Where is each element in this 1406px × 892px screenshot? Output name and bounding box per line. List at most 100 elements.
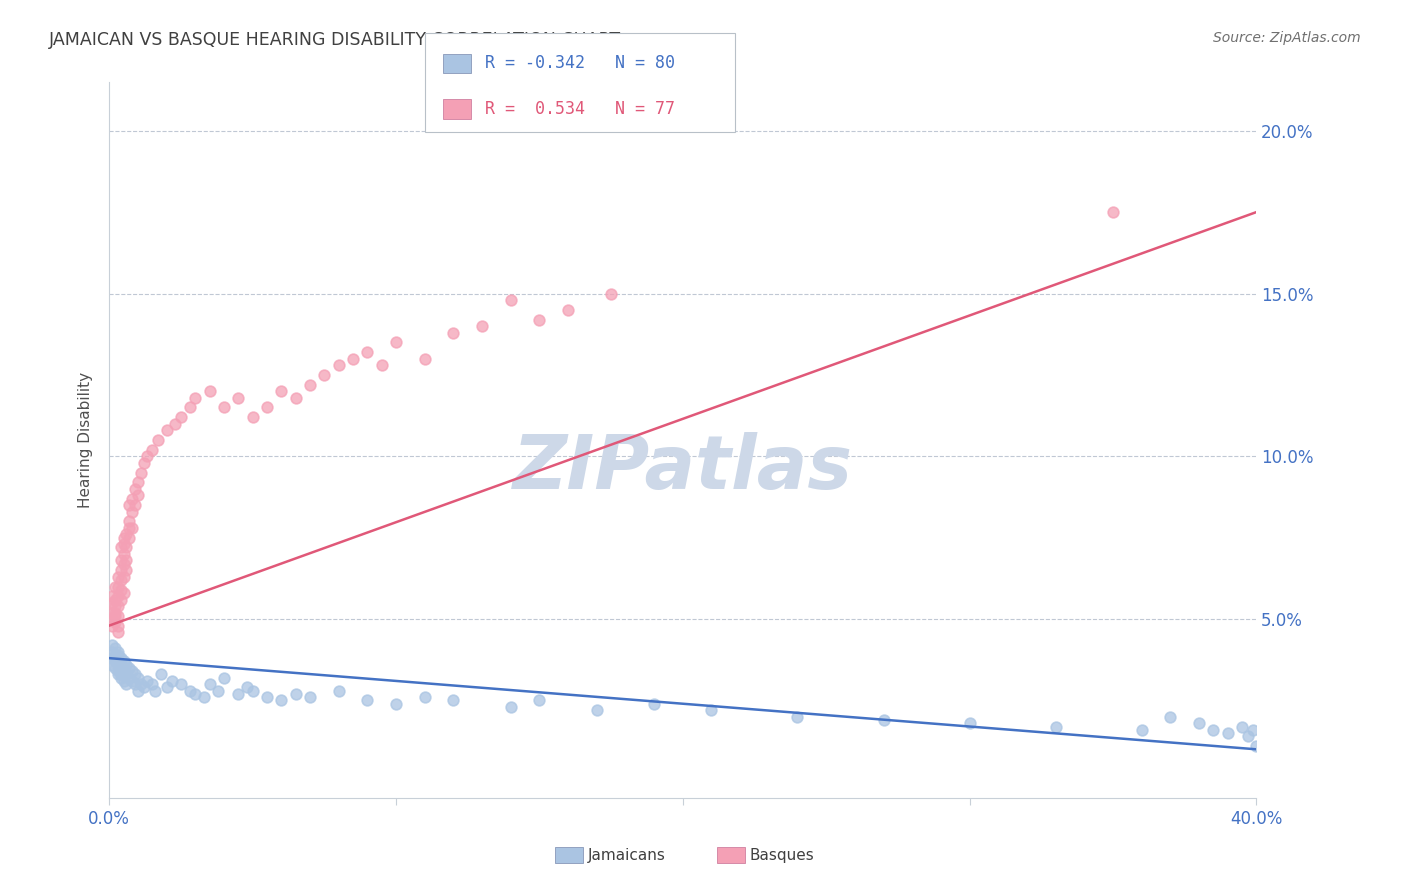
- Point: [110, 661, 132, 675]
- Point: [121, 505, 143, 519]
- Point: [441, 693, 464, 707]
- Point: [110, 573, 132, 587]
- Point: [112, 570, 135, 584]
- Point: [141, 677, 163, 691]
- Point: [121, 491, 143, 506]
- Point: [104, 651, 127, 665]
- Point: [101, 657, 124, 672]
- Point: [115, 563, 138, 577]
- Point: [115, 553, 138, 567]
- Point: [226, 391, 249, 405]
- Point: [118, 498, 141, 512]
- Point: [101, 612, 124, 626]
- Point: [129, 677, 152, 691]
- Point: [135, 450, 157, 464]
- Point: [270, 384, 292, 399]
- Point: [356, 693, 378, 707]
- Point: [101, 645, 124, 659]
- Point: [127, 683, 149, 698]
- Point: [110, 657, 132, 672]
- Point: [107, 657, 129, 672]
- Point: [1241, 723, 1264, 737]
- Point: [585, 703, 607, 717]
- Point: [162, 673, 184, 688]
- Point: [118, 671, 141, 685]
- Point: [124, 677, 146, 691]
- Point: [112, 557, 135, 571]
- Point: [328, 683, 350, 698]
- Point: [112, 664, 135, 678]
- Point: [1246, 739, 1268, 753]
- Point: [1202, 723, 1225, 737]
- Point: [413, 351, 436, 366]
- Point: [110, 582, 132, 597]
- Point: [1188, 716, 1211, 731]
- Point: [499, 700, 522, 714]
- Point: [270, 693, 292, 707]
- Point: [112, 654, 135, 668]
- Point: [132, 681, 155, 695]
- Point: [146, 433, 169, 447]
- Point: [107, 580, 129, 594]
- Point: [872, 713, 894, 727]
- Point: [212, 401, 235, 415]
- Point: [107, 664, 129, 678]
- Point: [132, 456, 155, 470]
- Y-axis label: Hearing Disability: Hearing Disability: [79, 372, 93, 508]
- Point: [104, 580, 127, 594]
- Point: [115, 527, 138, 541]
- Text: Source: ZipAtlas.com: Source: ZipAtlas.com: [1213, 31, 1361, 45]
- Point: [135, 673, 157, 688]
- Point: [786, 710, 808, 724]
- Point: [328, 358, 350, 372]
- Point: [104, 606, 127, 620]
- Point: [124, 498, 146, 512]
- Point: [104, 641, 127, 656]
- Point: [370, 358, 392, 372]
- Point: [1130, 723, 1153, 737]
- Point: [118, 521, 141, 535]
- Point: [284, 391, 307, 405]
- Point: [385, 335, 408, 350]
- Point: [184, 391, 207, 405]
- Point: [115, 657, 138, 672]
- Text: Jamaicans: Jamaicans: [588, 848, 665, 863]
- Point: [107, 648, 129, 662]
- Point: [101, 651, 124, 665]
- Point: [155, 423, 177, 437]
- Point: [207, 683, 229, 698]
- Point: [110, 651, 132, 665]
- Point: [557, 302, 579, 317]
- Point: [242, 410, 264, 425]
- Point: [284, 687, 307, 701]
- Point: [314, 368, 336, 382]
- Point: [118, 531, 141, 545]
- Point: [170, 677, 193, 691]
- Point: [112, 586, 135, 600]
- Point: [127, 671, 149, 685]
- Point: [129, 466, 152, 480]
- Point: [110, 671, 132, 685]
- Point: [1159, 710, 1181, 724]
- Point: [104, 654, 127, 668]
- Point: [179, 401, 201, 415]
- Point: [1216, 726, 1239, 740]
- Point: [107, 589, 129, 603]
- Point: [127, 488, 149, 502]
- Point: [107, 599, 129, 613]
- Point: [124, 482, 146, 496]
- Point: [118, 661, 141, 675]
- Point: [107, 618, 129, 632]
- Point: [1045, 719, 1067, 733]
- Point: [700, 703, 723, 717]
- Point: [124, 667, 146, 681]
- Point: [121, 673, 143, 688]
- Point: [107, 667, 129, 681]
- Point: [499, 293, 522, 307]
- Point: [121, 521, 143, 535]
- Text: R = -0.342   N = 80: R = -0.342 N = 80: [485, 54, 675, 72]
- Point: [298, 377, 321, 392]
- Point: [107, 654, 129, 668]
- Point: [471, 319, 494, 334]
- Text: Basques: Basques: [749, 848, 814, 863]
